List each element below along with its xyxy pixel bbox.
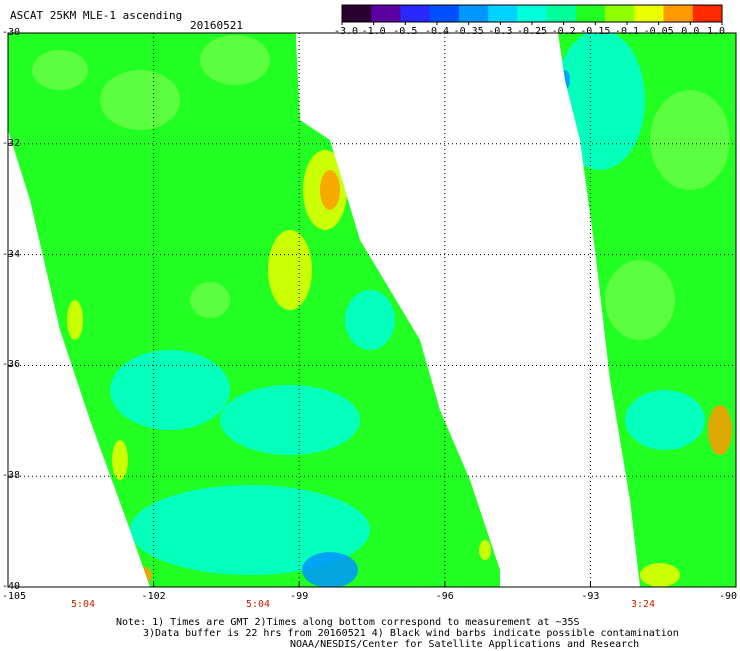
map-date: 20160521	[190, 19, 243, 32]
colorbar-swatch	[342, 5, 372, 22]
colorbar-label: -0.35	[453, 26, 484, 37]
colorbar	[341, 4, 723, 25]
colorbar-label: -0.15	[580, 26, 611, 37]
colorbar-label: 0.0	[681, 26, 700, 37]
map-title: ASCAT 25KM MLE-1 ascending	[10, 9, 183, 22]
lat-label: -38	[2, 470, 21, 482]
lat-label: -30	[2, 27, 21, 38]
note-line-3: NOAA/NESDIS/Center for Satellite Applica…	[290, 639, 640, 650]
note-line-2: 3)Data buffer is 22 hrs from 20160521 4)…	[143, 628, 679, 639]
note-line-1: Note: 1) Times are GMT 2)Times along bot…	[116, 617, 580, 628]
lon-label: -90	[718, 591, 738, 602]
lon-label: -96	[435, 591, 454, 602]
colorbar-label: -0.3	[488, 26, 513, 37]
colorbar-label: -0.2	[551, 26, 576, 37]
colorbar-swatch	[371, 5, 401, 22]
colorbar-label: -0.1	[614, 26, 640, 37]
lat-label: -36	[2, 359, 21, 371]
colorbar-swatch	[488, 5, 518, 22]
colorbar-label: -0.5	[393, 26, 418, 37]
axis-ticks	[7, 32, 737, 588]
plot-frame	[7, 32, 737, 588]
colorbar-label: -0.25	[516, 26, 548, 37]
time-label: 3:24	[630, 599, 656, 610]
lon-label: -93	[581, 591, 600, 602]
time-label: 5:04	[70, 599, 96, 610]
lon-label: -102	[141, 591, 166, 602]
colorbar-swatch	[546, 5, 577, 22]
lon-label: -105	[1, 591, 27, 602]
lat-label: -32	[2, 137, 21, 149]
lat-label: -40	[2, 581, 21, 592]
colorbar-label: -0.4	[424, 26, 450, 37]
colorbar-label: 1.0	[706, 26, 726, 37]
time-label: 5:04	[245, 599, 271, 610]
colorbar-swatch	[400, 5, 431, 22]
lat-label: -34	[2, 248, 21, 260]
colorbar-swatch	[634, 5, 665, 22]
colorbar-swatch	[575, 5, 606, 22]
grid-lines	[8, 33, 736, 587]
colorbar-label: -3.0	[333, 26, 359, 37]
colorbar-label: -1.0	[361, 26, 386, 37]
swath-2	[558, 33, 736, 587]
colorbar-swatch	[692, 5, 723, 22]
swath-1	[8, 33, 500, 587]
colorbar-swatch	[605, 5, 635, 22]
lon-label: -99	[290, 591, 309, 602]
colorbar-label: -0.05	[643, 26, 674, 37]
colorbar-swatch	[429, 5, 460, 22]
colorbar-swatch	[663, 5, 694, 22]
colorbar-swatch	[458, 5, 489, 22]
colorbar-swatch	[517, 5, 548, 22]
